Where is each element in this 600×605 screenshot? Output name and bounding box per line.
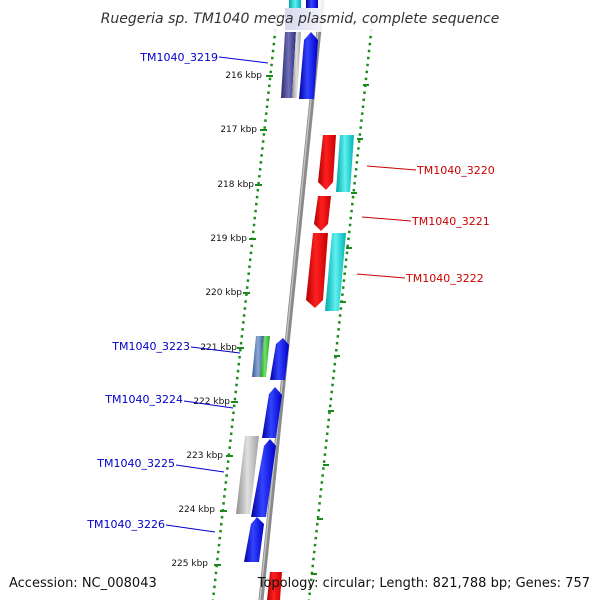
gene-feature-3221-red [314, 196, 331, 231]
backbone-highlight [259, 0, 322, 601]
gene-label-3226[interactable]: TM1040_3226 [86, 518, 165, 531]
gene-feature-top-cyan [289, 0, 301, 8]
leader-line-3221 [361, 216, 412, 222]
accession-text: Accession: NC_008043 [9, 576, 157, 591]
tick-label-223: 223 kbp [186, 451, 223, 461]
tick-label-224: 224 kbp [178, 505, 215, 515]
gene-feature-3226-blue [244, 517, 264, 562]
gene-feature-3220-red [318, 135, 336, 190]
gene-feature-top-pale [285, 8, 321, 30]
backbone [258, 0, 325, 601]
gene-label-3220[interactable]: TM1040_3220 [416, 164, 495, 177]
gene-label-3224[interactable]: TM1040_3224 [104, 393, 183, 406]
gene-feature-3220-cyan [336, 135, 354, 192]
topology-text: Topology: circular; Length: 821,788 bp; … [257, 576, 590, 591]
leader-line-3220 [366, 165, 417, 171]
gene-label-3221[interactable]: TM1040_3221 [411, 215, 490, 228]
leader-line-3223 [190, 346, 241, 354]
gene-feature-top-blue [306, 0, 318, 8]
gene-feature-bottom-red [267, 572, 282, 600]
leader-line-3219 [218, 56, 269, 64]
tick-label-219: 219 kbp [210, 234, 247, 244]
tick-label-221: 221 kbp [200, 343, 237, 353]
gene-feature-3219-blue [299, 32, 318, 99]
right-dotted-ring [307, 14, 375, 601]
gene-feature-3223-green [260, 336, 270, 377]
gene-label-3222[interactable]: TM1040_3222 [405, 272, 484, 285]
gene-feature-3225-blue [251, 439, 276, 517]
gene-label-3223[interactable]: TM1040_3223 [111, 340, 190, 353]
tick-label-218: 218 kbp [217, 180, 254, 190]
gene-feature-3224-blue [262, 387, 282, 438]
gene-feature-3219-navy [281, 32, 296, 98]
leader-line-3222 [356, 273, 406, 279]
tick-label-216: 216 kbp [225, 71, 262, 81]
gene-label-3219[interactable]: TM1040_3219 [139, 51, 218, 64]
tick-label-217: 217 kbp [220, 125, 257, 135]
map-title: Ruegeria sp. TM1040 mega plasmid, comple… [101, 11, 500, 27]
right-ring-ticks [311, 84, 369, 575]
leader-line-3225 [175, 464, 225, 473]
gene-feature-3222-red [306, 233, 328, 308]
gene-feature-3223-blue [270, 338, 289, 380]
leader-line-3226 [165, 524, 216, 533]
left-ring-ticks [214, 75, 273, 566]
tick-label-222: 222 kbp [193, 397, 230, 407]
tick-label-225: 225 kbp [171, 559, 208, 569]
left-dotted-ring [211, 14, 279, 601]
gene-feature-3219-gray [292, 32, 301, 98]
tick-label-220: 220 kbp [205, 288, 242, 298]
leader-line-3224 [183, 400, 234, 409]
gene-label-3225[interactable]: TM1040_3225 [96, 457, 175, 470]
gene-feature-3222-cyan [325, 233, 346, 311]
gene-feature-3225-gray [236, 436, 259, 514]
